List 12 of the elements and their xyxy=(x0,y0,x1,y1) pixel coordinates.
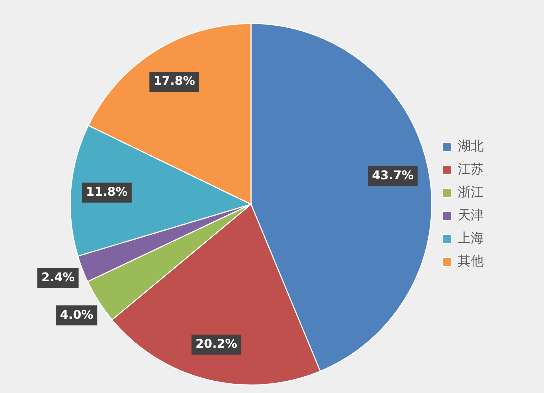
data-label: 4.0% xyxy=(60,308,94,322)
data-label: 11.8% xyxy=(86,185,128,200)
legend-label: 上海 xyxy=(458,231,484,246)
legend-label: 浙江 xyxy=(458,185,484,200)
legend-label: 江苏 xyxy=(458,162,484,178)
data-label: 17.8% xyxy=(154,74,196,88)
legend-label: 其他 xyxy=(458,254,484,270)
data-label: 20.2% xyxy=(196,337,238,352)
legend-label: 湖北 xyxy=(458,139,484,154)
data-label: 43.7% xyxy=(372,168,414,182)
legend-label: 天津 xyxy=(458,208,484,224)
data-label: 2.4% xyxy=(42,270,75,285)
